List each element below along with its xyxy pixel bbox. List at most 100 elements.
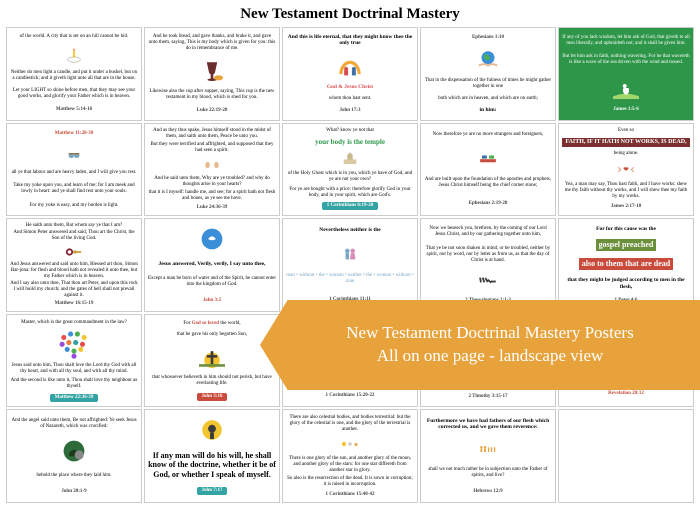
card-text: whom thou hast sent. [329, 96, 372, 102]
card-1-cor-11-11: Nevertheless neither is the man • withou… [282, 218, 418, 312]
card-text: that it is I myself: handle me, and see;… [148, 190, 276, 202]
card-ephesians-1-10: Ephesians 1:10 That in the dispensation … [420, 27, 556, 121]
scripture-ref: Revelation 20:12 [608, 391, 644, 397]
cross-sunset-icon [199, 344, 225, 370]
bricks-icon [479, 149, 497, 167]
praying-figure-icon [613, 73, 639, 99]
card-hebrews-12-9: Furthermore we have had fathers of our f… [420, 409, 556, 503]
sun-moon-star-icon [341, 435, 359, 453]
card-text: of the Holy Ghost which is in you, which… [286, 171, 414, 183]
lightbulb-head-icon [199, 417, 225, 443]
scripture-ref: James 2:17-18 [611, 204, 641, 210]
card-text: For God so loved the world, [183, 321, 240, 327]
card-highlight: gospel preached [596, 239, 657, 251]
card-1-cor-6: What? know ye not that your body is the … [282, 123, 418, 217]
card-text: all ye that labour and are heavy laden, … [12, 170, 137, 176]
card-luke-22: And he took bread, and gave thanks, and … [144, 27, 280, 121]
hands-feet-icon [203, 156, 221, 174]
card-text: And I say also unto thee, That thou art … [10, 281, 138, 299]
scripture-ref: Matthew 11:28-30 [55, 131, 93, 137]
card-text: Yea, a man may say, Thou hast faith, and… [562, 182, 690, 200]
hands-heart-icon [617, 160, 635, 178]
card-text: And Jesus answered and said unto him, Bl… [10, 262, 138, 280]
card-text: For ye are bought with a price: therefor… [286, 187, 414, 199]
scripture-ref: Ephesians 1:10 [472, 35, 504, 41]
scripture-ref: Hebrews 12:9 [473, 489, 502, 495]
card-text: He saith unto them, But whom say ye that… [26, 223, 123, 229]
scripture-ref: Matthew 22:36-39 [50, 394, 99, 402]
scripture-ref: Ephesians 2:19-20 [469, 201, 508, 207]
card-john-17-3: And this is life eternal, that they migh… [282, 27, 418, 121]
card-text: And the second is like unto it, Thou sha… [10, 378, 138, 390]
couple-icon [341, 245, 359, 263]
scripture-ref: 1 Corinthians 15:40-42 [326, 492, 375, 498]
card-text: For for this cause was the [596, 226, 656, 233]
card-text: And Simon Peter answered and said, Thou … [10, 230, 138, 242]
card-text: Now therefore ye are no more strangers a… [433, 132, 544, 138]
card-matthew-16: He saith unto them, But whom say ye that… [6, 218, 142, 312]
card-john-3-5: Jesus answered, Verily, verily, I say un… [144, 218, 280, 312]
scripture-ref: John 3:5 [203, 298, 221, 304]
scripture-ref: Luke 24:36-39 [197, 205, 228, 211]
card-1-cor-15-40: There are also celestial bodies, and bod… [282, 409, 418, 503]
card-text: And as they thus spake, Jesus himself st… [148, 128, 276, 140]
card-luke-24: And as they thus spake, Jesus himself st… [144, 123, 280, 217]
card-text: If any of you lack wisdom, let him ask o… [562, 35, 690, 47]
card-highlight: also to them that are dead [579, 258, 674, 270]
card-tomb: And the angel said unto them, Be not aff… [6, 409, 142, 503]
scripture-ref: John 3:16 [197, 393, 228, 401]
card-text: Even so [618, 128, 634, 134]
card-james-1-5-6: If any of you lack wisdom, let him ask o… [558, 27, 694, 121]
card-text: Master, which is the great commandment i… [21, 320, 127, 326]
scripture-ref: John 20:1-9 [61, 489, 86, 495]
card-text: That in the dispensation of the fulness … [424, 78, 552, 90]
card-john-7-17: If any man will do his will, he shall kn… [144, 409, 280, 503]
card-james-2: Even so FAITH, IF IT HATH NOT WORKS, IS … [558, 123, 694, 217]
card-text: of the world. A city that is set on an h… [20, 34, 128, 40]
card-matthew-22: Master, which is the great commandment i… [6, 314, 142, 408]
card-text: And are built upon the foundation of the… [424, 177, 552, 189]
card-text: in him: [480, 107, 497, 114]
card-text: that he gave his only begotten Son, [177, 332, 247, 338]
card-matthew-5: of the world. A city that is set on an h… [6, 27, 142, 121]
card-text: that whosoever believeth in him should n… [148, 375, 276, 387]
scripture-ref: John 7:17 [197, 487, 228, 495]
card-2-thess-2: Now we beseech you, brethren, by the com… [420, 218, 556, 312]
heart-mosaic-icon [57, 329, 91, 359]
banner-line-2: All on one page - landscape view [377, 345, 604, 368]
overlay-banner: New Testament Doctrinal Mastery Posters … [260, 300, 700, 390]
card-highlight: your body is the temple [315, 138, 385, 146]
page-title: New Testament Doctrinal Mastery [0, 0, 700, 27]
earth-hands-icon [475, 46, 501, 72]
cup-bread-icon [199, 57, 225, 83]
card-text: If any man will do his will, he shall kn… [148, 451, 276, 480]
keys-seal-icon [65, 243, 83, 261]
water-dove-icon [199, 226, 225, 252]
card-text: Let your LIGHT so shine before men, that… [10, 88, 138, 100]
card-text: that they might be judged according to m… [562, 277, 690, 290]
scripture-ref: 1 Corinthians 15:20-22 [326, 393, 375, 399]
family-icon [479, 440, 497, 458]
card-text: being alone. [614, 151, 638, 157]
card-john-3-16: For God so loved the world, that he gave… [144, 314, 280, 408]
card-text: There is one glory of the sun, and anoth… [286, 456, 414, 474]
card-text: What? know ye not that [326, 128, 374, 134]
card-text: And he took bread, and gave thanks, and … [148, 34, 276, 52]
card-labels: man • without • the • woman • neither • … [286, 273, 414, 285]
banner-line-1: New Testament Doctrinal Mastery Posters [346, 322, 633, 345]
card-text: Jesus said unto him, Thou shalt love the… [10, 363, 138, 375]
card-text: Jesus answered, Verily, verily, I say un… [158, 261, 265, 268]
card-text: God & Jesus Christ [327, 84, 373, 91]
card-ephesians-2: Now therefore ye are no more strangers a… [420, 123, 556, 217]
card-text: But they were terrified and affrighted, … [148, 142, 276, 154]
dominoes-icon [479, 271, 497, 289]
scripture-ref: 2 Timothy 3:15-17 [469, 394, 508, 400]
card-text: And this is life eternal, that they migh… [286, 34, 414, 47]
card-text: Likewise also the cup after supper, sayi… [148, 89, 276, 101]
scripture-ref: James 1:5-6 [613, 107, 638, 113]
card-text: That ye be not soon shaken in mind, or b… [424, 246, 552, 264]
card-text: Furthermore we have had fathers of our f… [424, 418, 552, 431]
yoke-ox-icon [65, 145, 83, 163]
card-text: For my yoke is easy, and my burden is li… [30, 203, 119, 209]
candle-cake-icon [65, 46, 83, 64]
